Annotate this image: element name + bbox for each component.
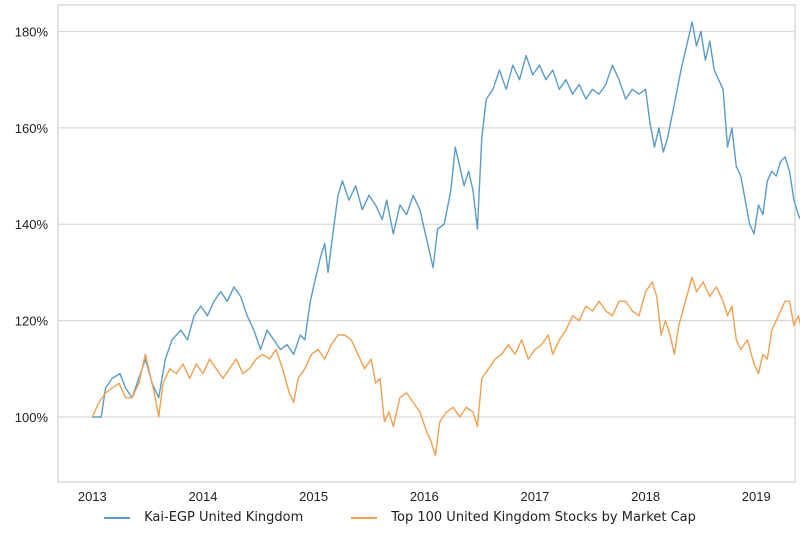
y-axis-ticks: 100% 120% 140% 160% 180% [15,25,49,425]
y-tick-label: 120% [15,314,49,329]
series-lines [91,21,800,457]
x-tick-label: 2019 [742,489,771,504]
legend-item-kai-egp: Kai-EGP United Kingdom [104,510,303,525]
x-tick-label: 2015 [299,489,328,504]
y-tick-label: 160% [15,121,49,136]
series-line-kai-egp [92,21,800,418]
series-line-top-100 [91,276,800,457]
gridlines [58,30,795,418]
x-tick-label: 2017 [520,489,549,504]
x-tick-label: 2018 [631,489,660,504]
legend-swatch-kai-egp [104,516,131,519]
y-tick-label: 180% [15,25,49,40]
y-tick-label: 100% [15,410,49,425]
chart-plot-area: 100%120%140%160%180% 2013 2014 2015 2016 201… [15,4,800,504]
legend-label-top-100: Top 100 United Kingdom Stocks by Market … [391,510,696,525]
y-tick-label: 140% [15,217,49,232]
legend-label-kai-egp: Kai-EGP United Kingdom [144,510,304,525]
legend-swatch-top-100 [351,516,378,519]
x-tick-label: 2016 [410,489,439,504]
x-axis-ticks: 2013 2014 2015 2016 2017 2018 2019 [78,489,771,504]
plot-frame [57,4,796,483]
x-tick-label: 2014 [189,489,218,504]
legend: Kai-EGP United Kingdom Top 100 United Ki… [0,510,800,525]
legend-item-top-100: Top 100 United Kingdom Stocks by Market … [351,510,696,525]
x-tick-label: 2013 [78,489,107,504]
